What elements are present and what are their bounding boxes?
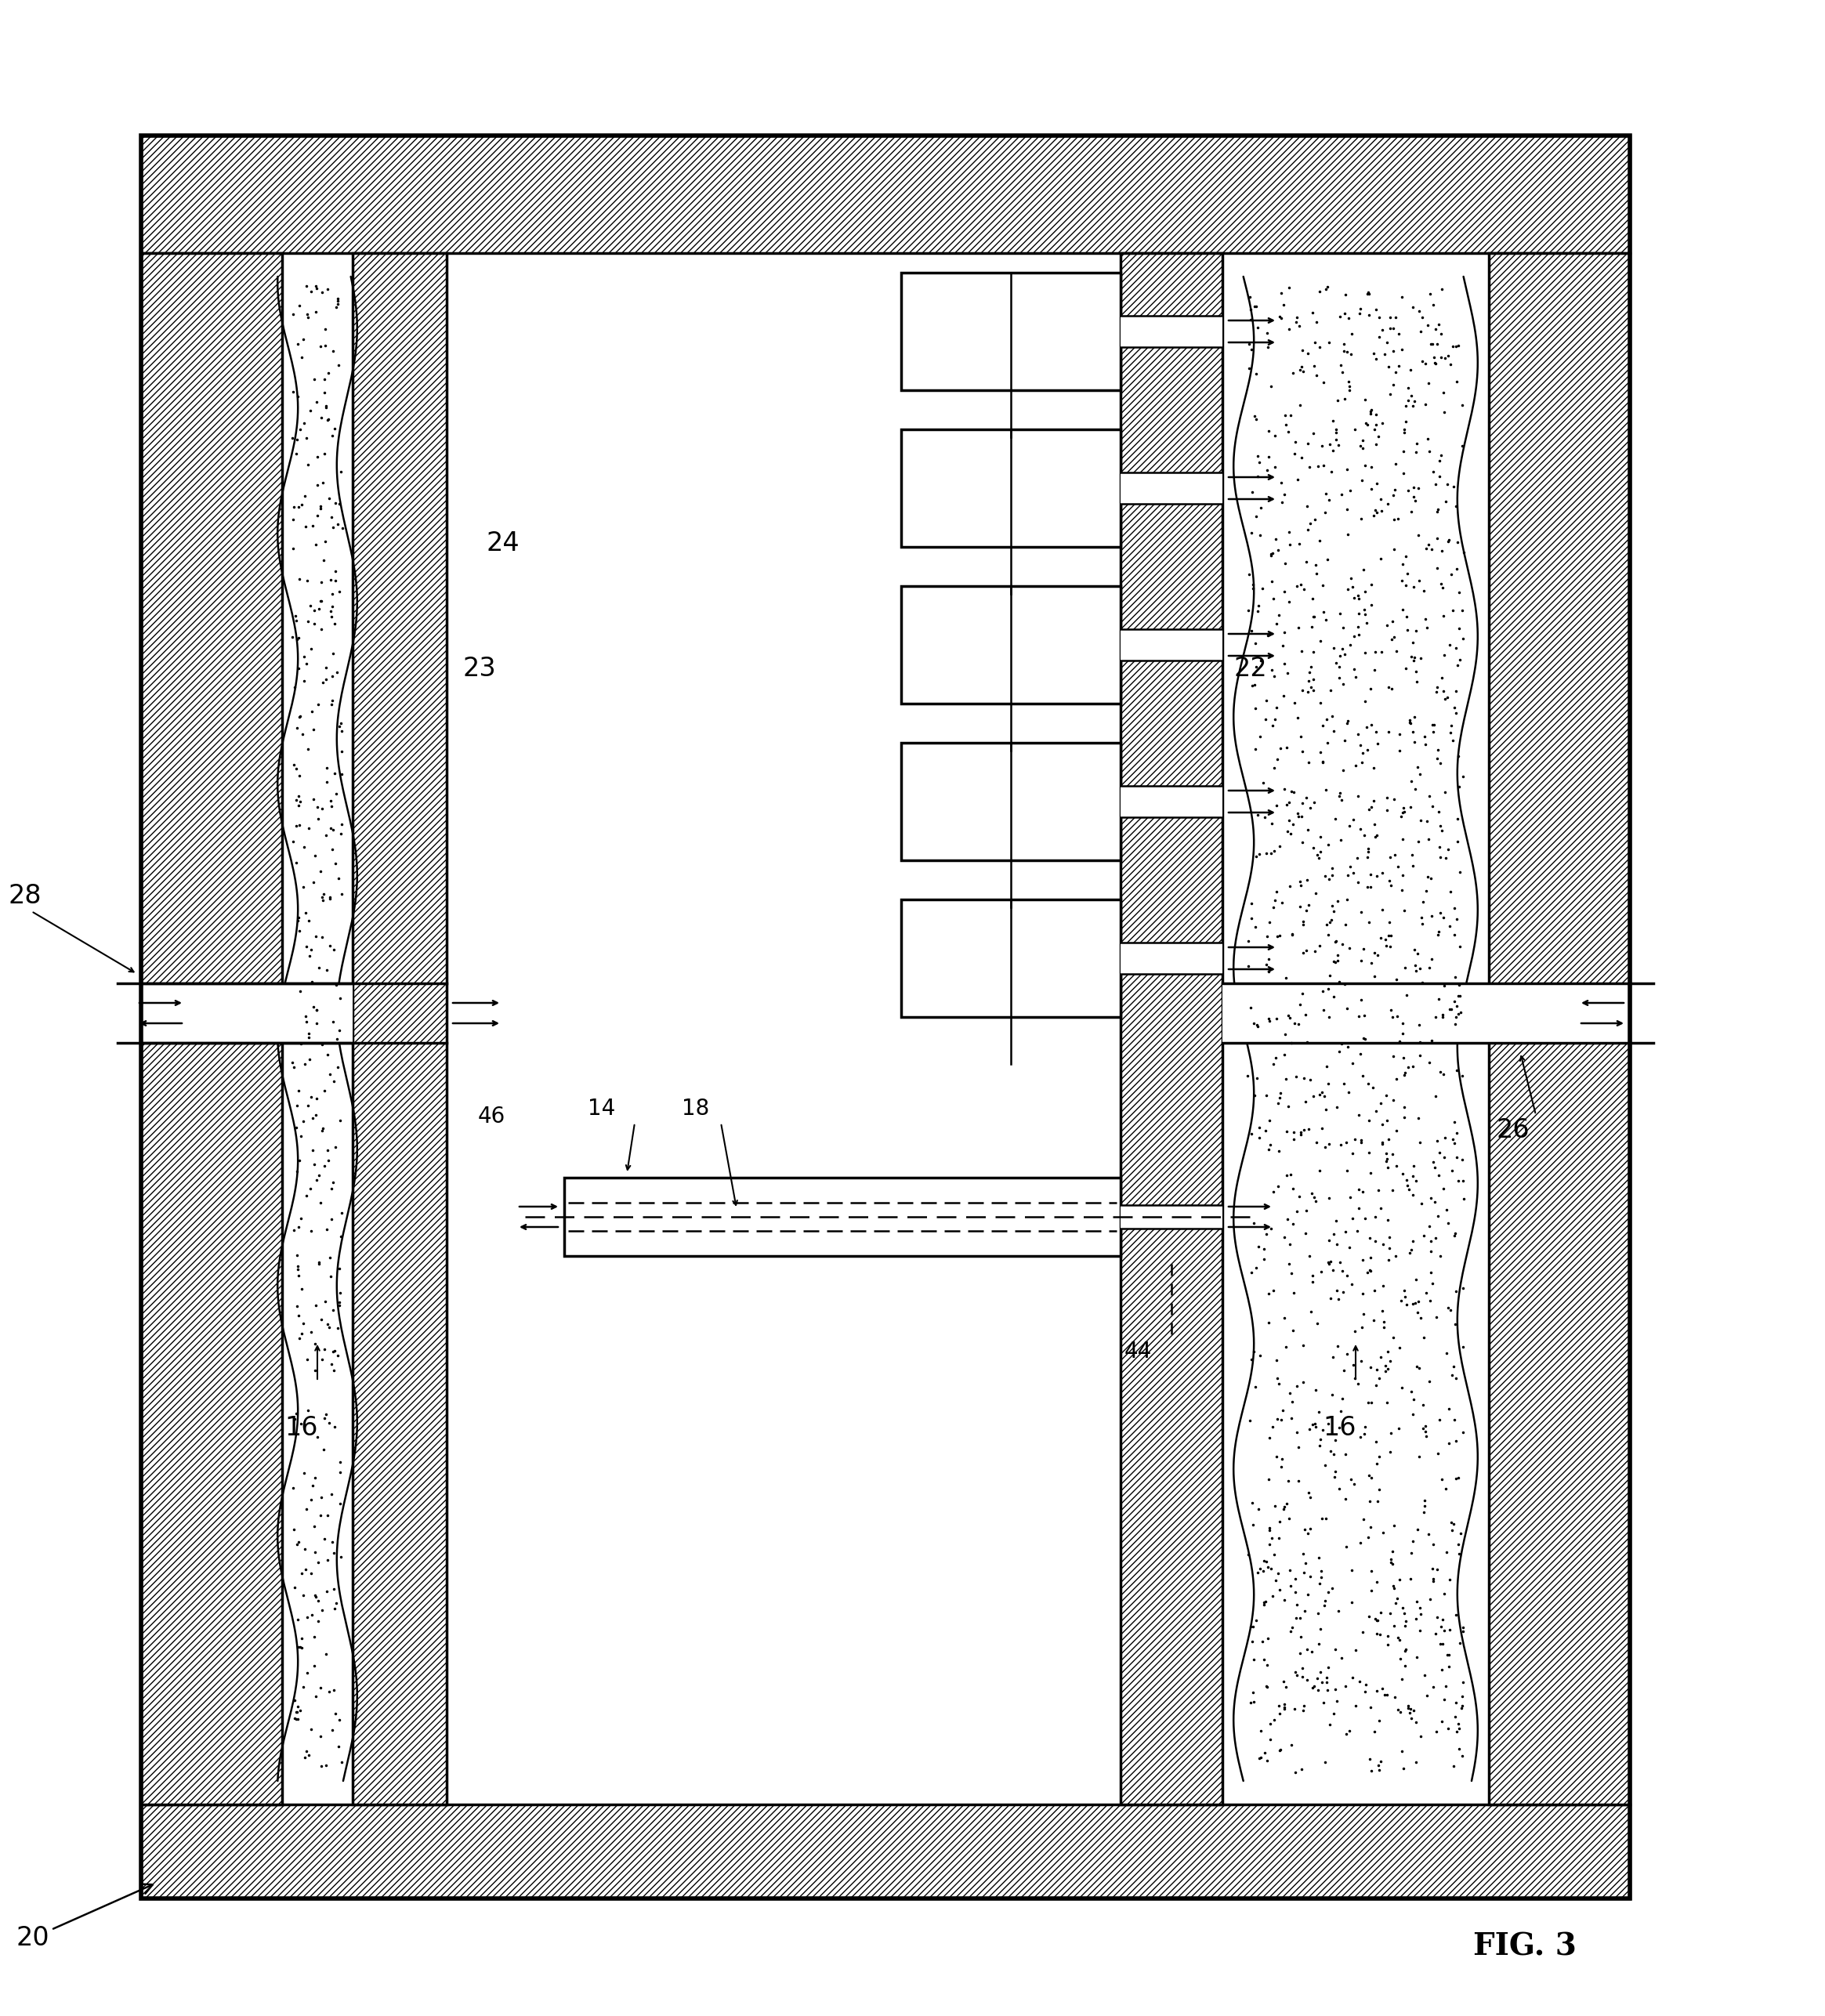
Bar	[564, 1177, 1121, 1256]
Bar	[564, 1177, 1121, 1256]
Bar	[141, 1804, 1630, 1899]
Text: 24: 24	[485, 530, 520, 556]
Bar	[447, 254, 1121, 1804]
Text: 26: 26	[1496, 1117, 1529, 1143]
Bar	[1121, 786, 1223, 816]
Bar	[902, 742, 1121, 861]
Text: 23: 23	[462, 655, 496, 681]
Bar	[902, 587, 1121, 704]
Bar	[1121, 254, 1223, 1804]
Bar	[902, 742, 1121, 861]
Bar	[902, 587, 1121, 704]
Bar	[902, 429, 1121, 546]
Bar	[902, 899, 1121, 1016]
Bar	[902, 899, 1121, 1016]
Bar	[141, 135, 1630, 254]
Text: 44: 44	[1124, 1341, 1152, 1363]
Bar	[1121, 317, 1223, 347]
Bar	[1223, 984, 1630, 1042]
Text: 14: 14	[588, 1099, 615, 1119]
Text: FIG. 3: FIG. 3	[1473, 1931, 1577, 1962]
Text: 18: 18	[683, 1099, 710, 1119]
Text: 46: 46	[478, 1105, 506, 1127]
Text: 20: 20	[16, 1885, 153, 1951]
Bar	[902, 429, 1121, 546]
Text: 28: 28	[7, 883, 42, 909]
Bar	[1489, 254, 1630, 1804]
Text: 22: 22	[1234, 655, 1268, 681]
Bar	[902, 272, 1121, 391]
Text: 16: 16	[285, 1415, 318, 1441]
Text: 16: 16	[1323, 1415, 1356, 1441]
Bar	[141, 984, 352, 1042]
Bar	[902, 272, 1121, 391]
Bar	[1121, 1206, 1223, 1228]
Bar	[141, 135, 1630, 1899]
Bar	[1121, 472, 1223, 504]
Bar	[1121, 629, 1223, 661]
Bar	[352, 254, 447, 1804]
Bar	[141, 254, 283, 1804]
Bar	[1121, 943, 1223, 974]
